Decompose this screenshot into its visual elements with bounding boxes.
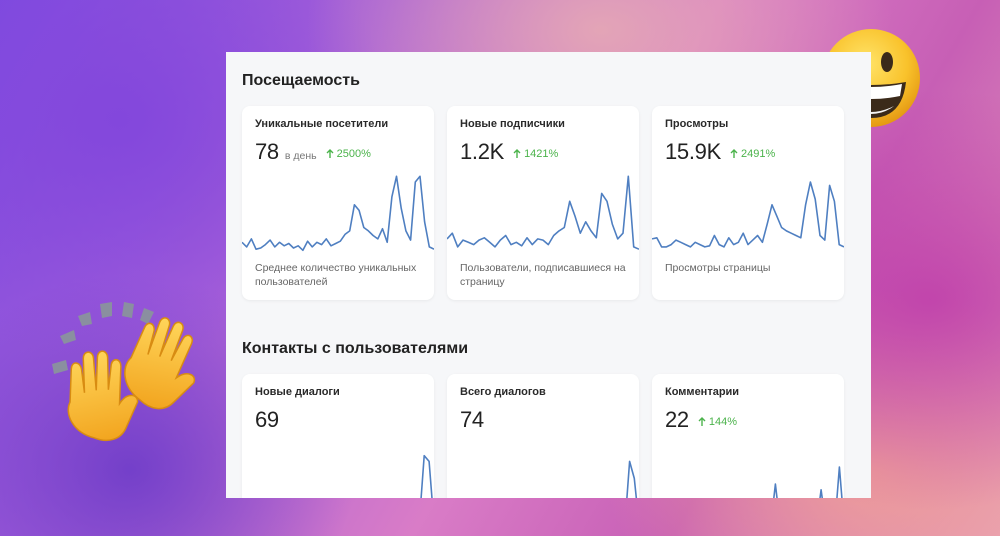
metric-change: 1421% xyxy=(513,148,558,160)
metric-value: 1.2K xyxy=(460,139,505,164)
metric-change-value: 144% xyxy=(708,416,738,428)
metric-unit: в день xyxy=(284,150,317,162)
metric-value: 22 xyxy=(665,407,689,432)
card-title: Новые подписчики xyxy=(460,118,565,130)
card-comments[interactable]: Комментарии 22 144% xyxy=(652,374,844,498)
sparkline-series xyxy=(447,175,639,250)
card-new-dialogs[interactable]: Новые диалоги 69 xyxy=(242,374,434,498)
section-title-contacts: Контакты с пользователями xyxy=(242,340,469,357)
metric-value: 69 xyxy=(255,407,279,432)
arrow-up-icon xyxy=(513,149,521,158)
sparkline-series xyxy=(652,181,844,248)
metric-change-value: 1421% xyxy=(524,148,559,160)
section-title-attendance: Посещаемость xyxy=(242,72,360,89)
card-title: Уникальные посетители xyxy=(255,118,389,130)
sparkline-chart xyxy=(773,466,843,498)
card-unique-visitors[interactable]: Уникальные посетители 78 в день 2500% Ср… xyxy=(242,106,434,300)
sparkline-chart xyxy=(420,454,433,498)
sparkline-chart xyxy=(242,175,434,252)
card-title: Новые диалоги xyxy=(255,386,340,398)
sparkline-series xyxy=(420,454,433,498)
arrow-up-icon xyxy=(326,149,334,158)
card-new-subscribers[interactable]: Новые подписчики 1.2K 1421% Пользователи… xyxy=(447,106,639,300)
metric-value: 78 xyxy=(255,139,279,164)
metric-value: 15.9K xyxy=(665,139,721,164)
card-description: Просмотры страницы xyxy=(665,262,771,274)
arrow-up-icon xyxy=(698,417,706,426)
card-title: Комментарии xyxy=(665,386,740,398)
sparkline-chart xyxy=(447,175,639,250)
card-views[interactable]: Просмотры 15.9K 2491% Просмотры страницы xyxy=(652,106,844,300)
statistics-panel: Посещаемость Уникальные посетители 78 в … xyxy=(226,52,871,498)
card-description: Пользователи, подписавшиеся на страницу xyxy=(460,262,626,288)
metric-change: 2500% xyxy=(326,148,371,160)
card-total-dialogs[interactable]: Всего диалогов 74 xyxy=(447,374,639,498)
metric-change: 2491% xyxy=(730,148,775,160)
sparkline-series xyxy=(773,466,843,498)
card-description: Среднее количество уникальных пользовате… xyxy=(255,262,417,288)
arrow-up-icon xyxy=(730,149,738,158)
card-title: Всего диалогов xyxy=(460,386,546,398)
sparkline-series xyxy=(626,460,638,498)
sparkline-chart xyxy=(626,460,638,498)
card-title: Просмотры xyxy=(665,118,729,130)
sparkline-series xyxy=(242,175,434,252)
sparkline-chart xyxy=(652,181,844,248)
metric-value: 74 xyxy=(460,407,484,432)
raising-hands-icon xyxy=(52,302,196,441)
metric-change-value: 2500% xyxy=(336,148,371,160)
metric-change: 144% xyxy=(698,416,737,428)
metric-change-value: 2491% xyxy=(741,148,776,160)
